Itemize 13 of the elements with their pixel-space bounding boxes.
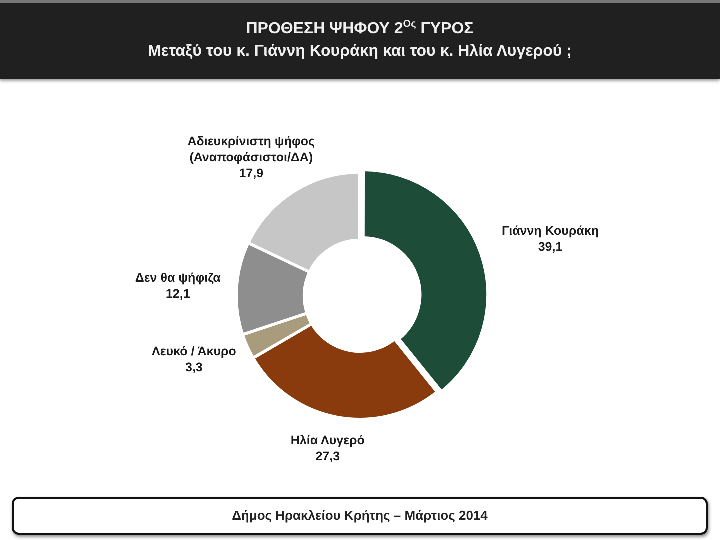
slice-label: Ηλία Λυγερό: [290, 433, 366, 448]
chart-subtitle: Μεταξύ του κ. Γιάννη Κουράκη και του κ. Ηλία Λυγερού ;: [147, 43, 573, 61]
chart-title: ΠΡΟΘΕΣΗ ΨΗΦΟΥ 2$^{Ος}$ ΓΥΡΟΣ: [245, 19, 475, 38]
slice-label: Δεν θα ψήφιζα: [135, 270, 222, 285]
text: Δήμος Ηρακλείου Κρήτης – Μάρτιος 2014: [231, 508, 489, 523]
slice-label: Λευκό / Άκυρο: [152, 344, 237, 358]
slice-label: Γιάννη Κουράκη: [502, 224, 599, 238]
data-label: 17,9: [239, 166, 264, 180]
slice-label: Αδιευκρίνιστη ψήφος (Αναποφάσιστοι/ΔΑ): [188, 134, 316, 164]
data-label: 39,1: [538, 240, 563, 254]
data-label: 27,3: [316, 449, 340, 464]
data-label: 3,3: [186, 360, 203, 374]
data-label: 12,1: [166, 286, 190, 301]
